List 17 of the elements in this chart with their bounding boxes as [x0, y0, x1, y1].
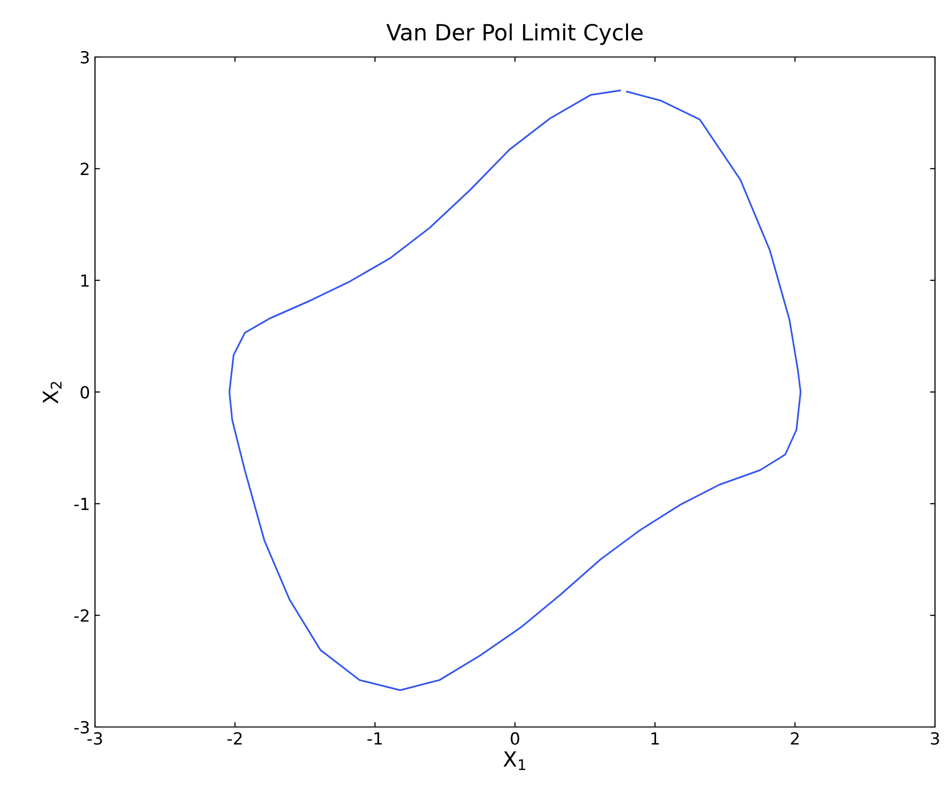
y-tick-label: 1: [81, 274, 89, 287]
x-tick-label: -1: [368, 732, 382, 745]
y-tick-label: 2: [80, 162, 88, 175]
y-tick-label: 3: [80, 50, 89, 64]
y-tick-label: -2: [74, 609, 88, 622]
x-tick-label: 1: [652, 732, 659, 745]
chart-title: Van Der Pol Limit Cycle: [386, 23, 643, 45]
line-series: [228, 90, 802, 691]
y-tick-label: -3: [74, 720, 89, 734]
x-tick-label: 0: [510, 732, 520, 745]
x-tick-label: -2: [228, 732, 242, 745]
y-axis-title: X$_{2}$: [42, 382, 62, 404]
x-axis-title: X$_{1}$: [503, 751, 526, 770]
x-tick-label: 3: [930, 732, 939, 745]
x-tick-label: 2: [790, 732, 799, 745]
y-tick-label: -1: [74, 498, 89, 510]
y-tick-label: 0: [80, 386, 90, 399]
